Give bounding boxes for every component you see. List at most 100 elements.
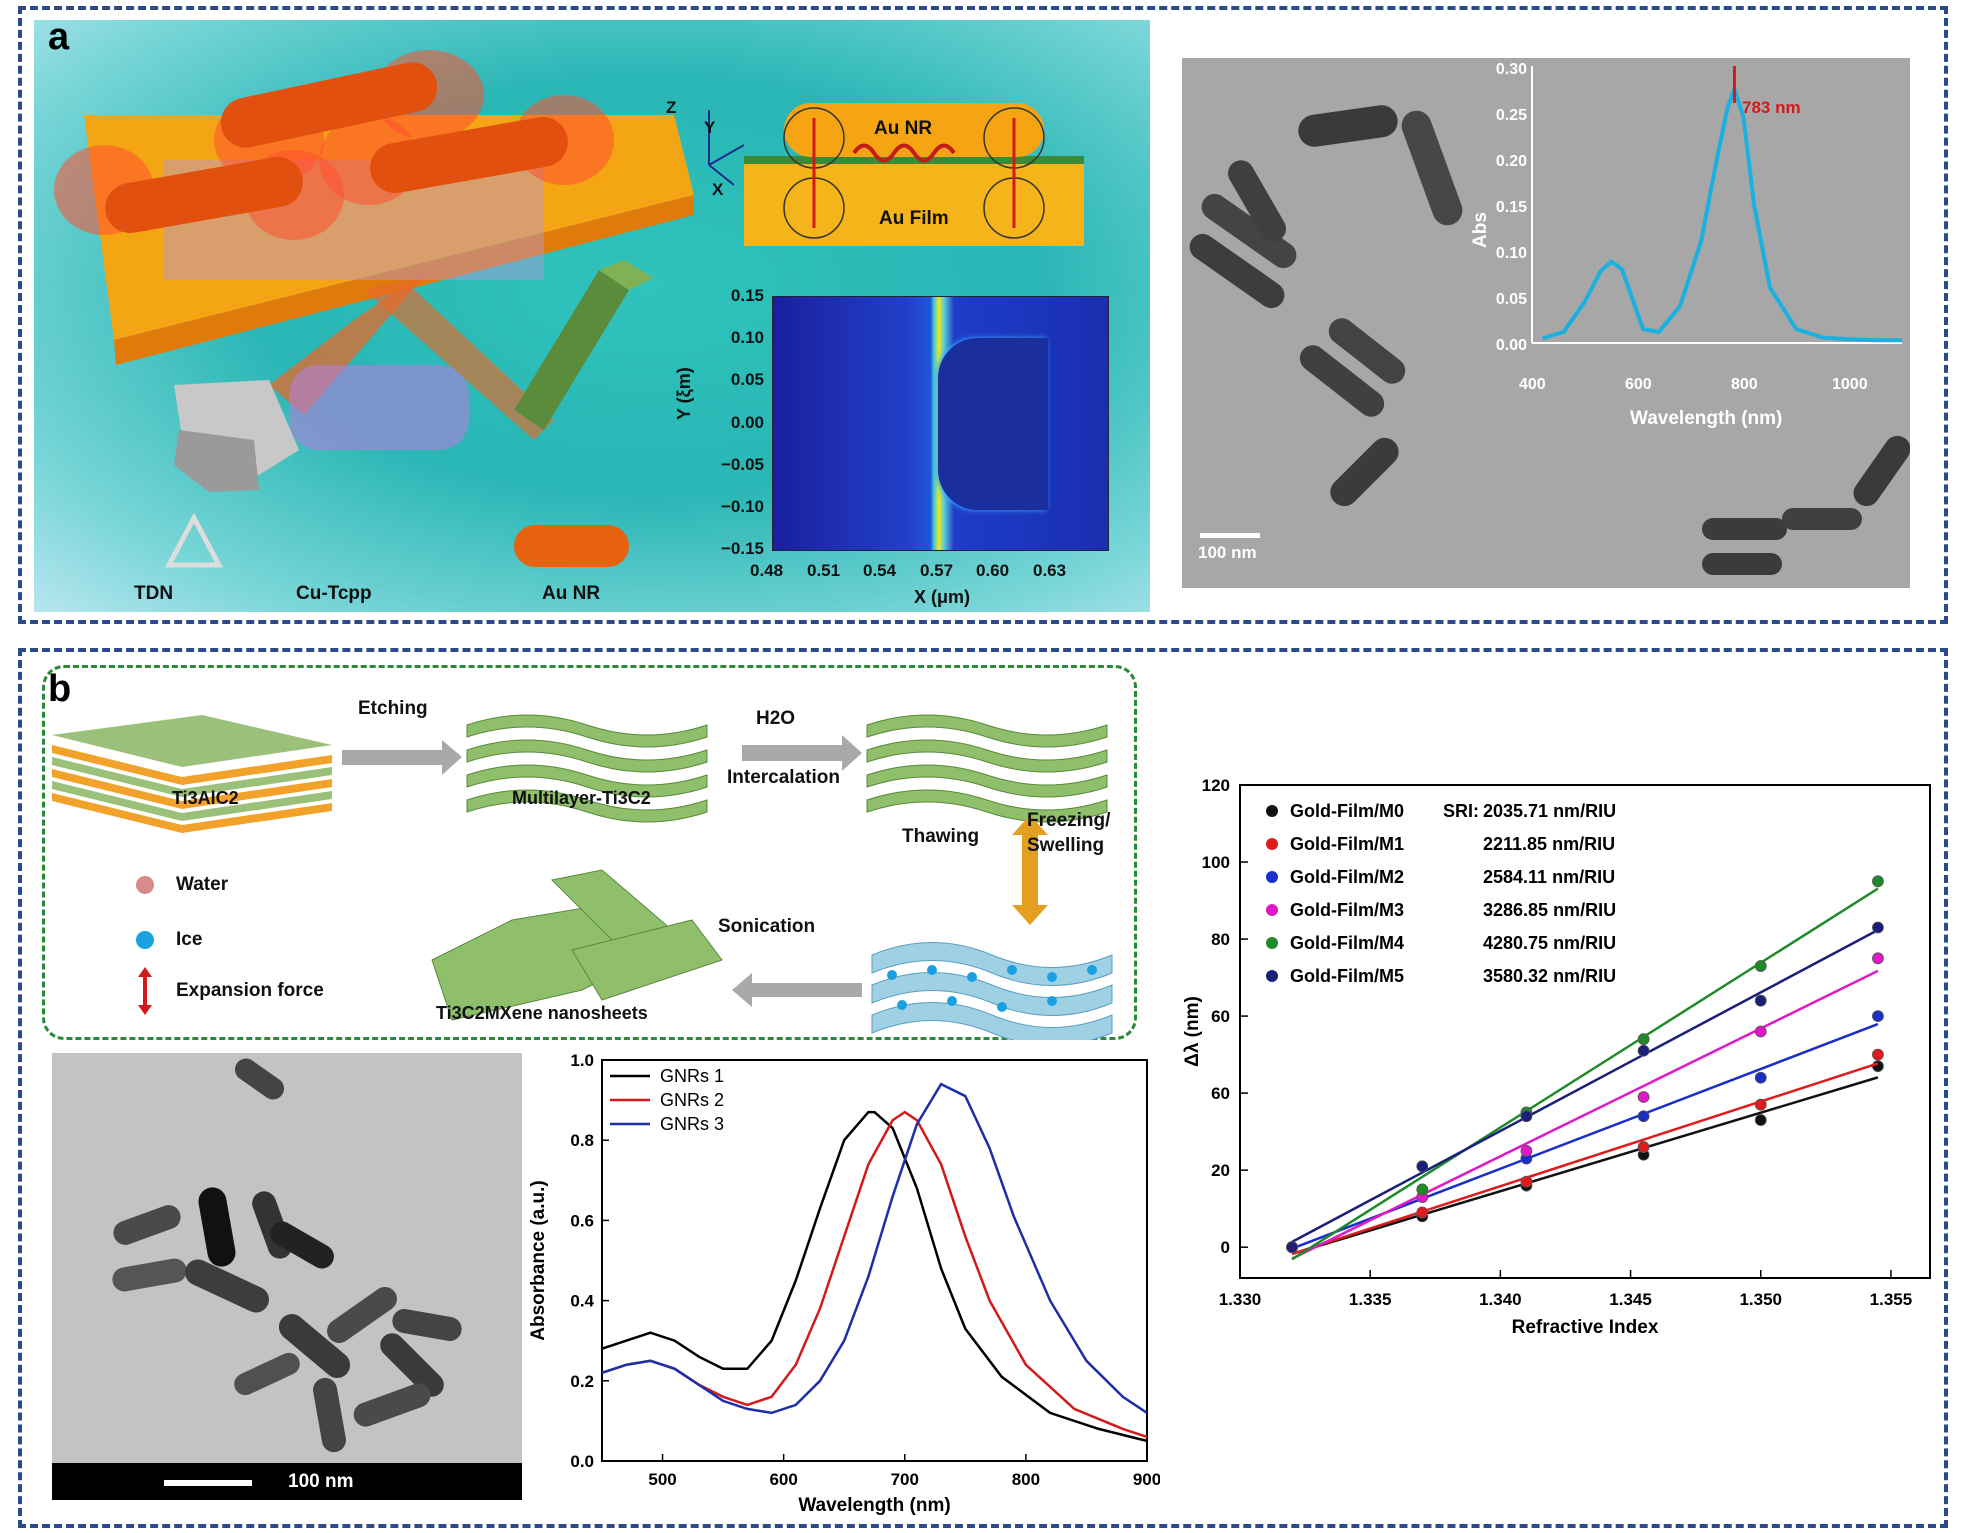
inset-series-line (1542, 83, 1902, 343)
sri-xtick-label: 1.335 (1349, 1290, 1392, 1309)
gnr-ytick-label: 0.0 (570, 1452, 594, 1471)
sri-point (1754, 1025, 1767, 1038)
flow-intercalation: Intercalation (727, 767, 840, 788)
sri-point (1637, 1033, 1650, 1046)
sri-legend-marker (1266, 904, 1278, 916)
sri-point (1754, 1114, 1767, 1126)
label-tdn: TDN (134, 583, 174, 604)
abs-inset-ytick-4: 0.10 (1495, 245, 1527, 262)
sri-ytick-label: 0 (1221, 1238, 1230, 1257)
sri-point (1416, 1206, 1429, 1219)
sri-legend-header: SRI: (1443, 801, 1479, 821)
sri-legend-name: Gold-Film/M0 (1290, 801, 1404, 821)
field-map-xtick-3: 0.57 (920, 561, 954, 580)
gnr-legend-label: GNRs 1 (660, 1066, 724, 1086)
sri-legend-value: 2211.85 nm/RIU (1483, 834, 1615, 854)
gnr-xtick-label: 800 (1012, 1470, 1040, 1489)
sri-legend-name: Gold-Film/M4 (1290, 933, 1404, 953)
tem-a-scalebar-label: 100 nm (1198, 543, 1257, 562)
gnr-ylabel: Absorbance (a.u.) (528, 1180, 549, 1340)
sri-legend-marker (1266, 970, 1278, 982)
tem-image-a: 100 nm Abs Wavelength (nm) 783 nm 0.30 0… (1182, 58, 1910, 588)
sri-xtick-label: 1.355 (1870, 1290, 1913, 1309)
sri-legend-name: Gold-Film/M5 (1290, 966, 1404, 986)
sri-ytick-label: 120 (1202, 776, 1230, 795)
field-map-ytick-2: 0.05 (730, 370, 764, 389)
sri-legend-value: 4280.75 nm/RIU (1483, 933, 1616, 953)
field-map-xtick-2: 0.54 (863, 561, 897, 580)
gnr-xtick-label: 600 (769, 1470, 797, 1489)
sri-point (1872, 1060, 1884, 1073)
sri-point (1520, 1175, 1533, 1188)
abs-inset-ytick-5: 0.05 (1495, 291, 1527, 308)
flow-diagram-box (42, 665, 1137, 1040)
gnr-xlabel: Wavelength (nm) (798, 1495, 950, 1516)
flow-etching: Etching (358, 698, 428, 719)
sri-legend-name: Gold-Film/M2 (1290, 867, 1404, 887)
flow-h2o: H2O (756, 708, 796, 729)
abs-inset-xtick-2: 800 (1731, 376, 1758, 393)
sri-legend-marker (1266, 937, 1278, 949)
sri-xtick-label: 1.340 (1479, 1290, 1522, 1309)
au-film-box-label: Au Film (879, 208, 949, 229)
sri-fit-line-0 (1291, 1076, 1879, 1256)
abs-inset-xlabel: Wavelength (nm) (1630, 408, 1783, 429)
field-map-ytick-5: −0.10 (720, 497, 764, 516)
sri-point (1754, 1098, 1767, 1111)
tem-b-scalebar-line (164, 1480, 252, 1486)
sri-xlabel: Refractive Index (1512, 1317, 1659, 1338)
sri-ylabel: Δλ (nm) (1182, 996, 1203, 1067)
sri-fit-line-5 (1291, 928, 1879, 1243)
sri-legend-value: 2584.11 nm/RIU (1483, 867, 1615, 887)
sri-legend-marker (1266, 805, 1278, 817)
abs-inset-ytick-3: 0.15 (1495, 199, 1527, 216)
tem-a-scalebar-line (1200, 533, 1260, 538)
sri-point (1872, 921, 1884, 934)
legend-water: Water (176, 874, 229, 895)
axis-z-label: Z (666, 98, 677, 117)
abs-inset-ytick-0: 0.30 (1495, 61, 1527, 78)
sri-point (1754, 960, 1767, 972)
sri-ytick-label: 60 (1211, 1084, 1230, 1103)
sri-point (1637, 1091, 1650, 1103)
sri-point (1872, 875, 1884, 888)
gnr-plot-frame (601, 1059, 1148, 1462)
abs-inset-ytick-1: 0.25 (1495, 107, 1527, 124)
axes-triad (708, 110, 745, 186)
flow-thawing: Thawing (902, 826, 980, 847)
legend-expansion-force: Expansion force (176, 980, 324, 1001)
field-map-ytick-3: 0.00 (730, 413, 764, 432)
axis-x-label: X (712, 180, 724, 199)
panel-b-frame (18, 648, 1948, 1528)
gnr-legend-label: GNRs 2 (660, 1090, 724, 1110)
field-map-ytick-0: 0.15 (730, 286, 764, 305)
field-map-xtick-5: 0.63 (1033, 561, 1067, 580)
sri-xtick-label: 1.350 (1739, 1290, 1782, 1309)
field-map-ytick-4: −0.05 (720, 455, 764, 474)
sri-ytick-label: 100 (1202, 853, 1230, 872)
panel-a-letter: a (48, 16, 70, 58)
tem-b-scalebar-band (52, 1463, 522, 1500)
abs-inset-ytick-2: 0.20 (1495, 153, 1527, 170)
sri-point (1754, 1071, 1767, 1084)
au-nr-box-label: Au NR (874, 118, 933, 139)
gnr-legend-label: GNRs 3 (660, 1114, 724, 1134)
tem-image-b: 100 nm (52, 1053, 522, 1500)
flow-diagram (52, 714, 1113, 1040)
gnr-series-1-line (601, 1110, 1148, 1443)
abs-inset-xtick-1: 600 (1625, 376, 1652, 393)
field-map-ytick-6: −0.15 (720, 539, 764, 558)
sri-fit-line-1 (1291, 1062, 1879, 1256)
field-map-xtick-1: 0.51 (807, 561, 841, 580)
sri-point (1520, 1110, 1533, 1123)
sri-point (1416, 1183, 1429, 1196)
abs-inset-ylabel: Abs (1470, 212, 1491, 248)
sri-point (1872, 1010, 1884, 1022)
gnr-ytick-label: 0.2 (570, 1372, 594, 1391)
sri-legend-name: Gold-Film/M1 (1290, 834, 1404, 854)
sri-ytick-label: 20 (1211, 1161, 1230, 1180)
field-map-ylabel: Y (ξm) (674, 367, 694, 420)
flow-sonication: Sonication (718, 916, 816, 937)
field-map-xtick-4: 0.60 (976, 561, 1010, 580)
sri-xtick-label: 1.330 (1219, 1290, 1262, 1309)
